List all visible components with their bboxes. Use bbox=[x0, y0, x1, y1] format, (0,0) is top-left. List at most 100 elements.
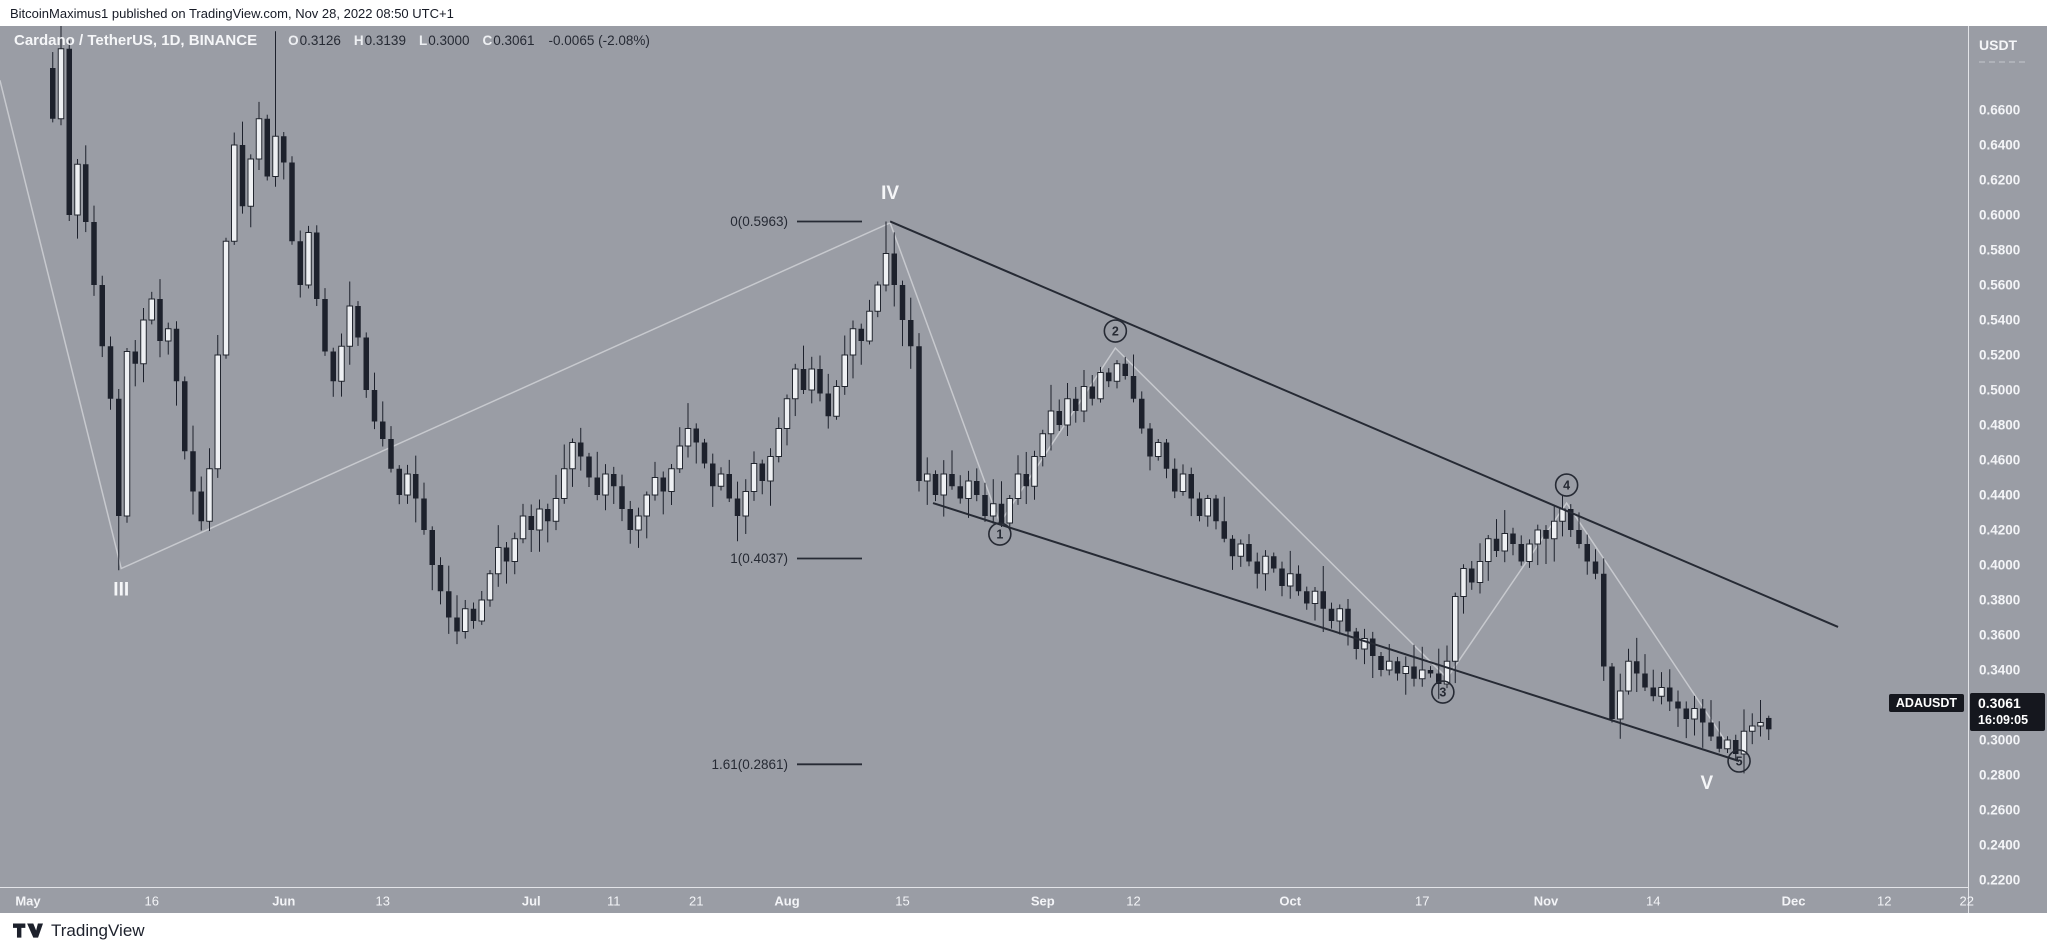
candle-body bbox=[800, 369, 807, 390]
candle-body bbox=[940, 473, 947, 496]
candle-body bbox=[1650, 687, 1656, 697]
high-label: H bbox=[353, 32, 364, 48]
candle-body bbox=[1386, 660, 1393, 671]
candle-body bbox=[1683, 708, 1689, 719]
candle-body bbox=[239, 145, 246, 207]
candle-body bbox=[1534, 529, 1541, 545]
candle-body bbox=[726, 474, 732, 499]
candle-body bbox=[1493, 538, 1500, 551]
candle-body bbox=[759, 463, 765, 481]
candle-body bbox=[486, 573, 494, 601]
candle-body bbox=[1204, 498, 1211, 517]
wave-label-V[interactable]: V bbox=[1701, 773, 1714, 794]
upper-channel-line[interactable] bbox=[889, 220, 1839, 628]
wave-circle-number: 4 bbox=[1563, 479, 1570, 493]
time-tick-12: 12 bbox=[1877, 893, 1892, 909]
candle-body bbox=[957, 486, 963, 499]
fib-level-label: 1(0.4037) bbox=[730, 551, 788, 566]
price-tick: 0.4800 bbox=[1979, 417, 2021, 433]
time-tick-21: 21 bbox=[689, 893, 704, 909]
candle-body bbox=[1501, 533, 1508, 552]
candle-body bbox=[1213, 498, 1219, 522]
fib-projection[interactable]: 0(0.5963) 1(0.4037) 1.61(0.2861) bbox=[711, 214, 862, 772]
candle-body bbox=[1576, 530, 1582, 544]
wave-circle-number: 3 bbox=[1439, 686, 1446, 700]
time-tick-22: 22 bbox=[1959, 893, 1974, 909]
candle-body bbox=[503, 547, 510, 562]
candle-body bbox=[1716, 736, 1722, 749]
wave-circle-4[interactable] bbox=[1554, 473, 1579, 497]
chart-canvas[interactable]: 0(0.5963) 1(0.4037) 1.61(0.2861) III IV V 1 2 3 4… bbox=[0, 26, 2047, 887]
candle-body bbox=[932, 474, 939, 495]
candle-body bbox=[190, 451, 196, 492]
candle-body bbox=[767, 456, 774, 482]
candle-body bbox=[57, 48, 65, 120]
candle-body bbox=[173, 328, 180, 382]
candle-body bbox=[50, 68, 56, 119]
elliott-zigzag-lines[interactable] bbox=[0, 80, 1731, 749]
candle-body bbox=[1271, 556, 1277, 569]
candle-body bbox=[140, 319, 147, 365]
candle-body bbox=[578, 442, 584, 457]
candle-body bbox=[627, 509, 633, 530]
price-axis-currency: USDT bbox=[1979, 37, 2018, 53]
candle-body bbox=[363, 337, 369, 390]
wave-label-IV[interactable]: IV bbox=[881, 183, 899, 204]
candle-body bbox=[1749, 725, 1756, 732]
zigzag-polyline[interactable] bbox=[0, 80, 1731, 749]
wave-circle-3[interactable] bbox=[1431, 680, 1455, 704]
candle-body bbox=[1526, 543, 1533, 562]
time-tick-Jun: Jun bbox=[272, 893, 296, 909]
candle-body bbox=[1485, 538, 1492, 562]
candle-body bbox=[1014, 473, 1022, 499]
wave-labels[interactable]: III IV V 1 2 3 4 5 bbox=[113, 183, 1751, 794]
candle-body bbox=[165, 328, 172, 342]
candle-body bbox=[833, 386, 840, 417]
price-axis[interactable]: USDT 0.6600 0.6400 0.6200 0.6000 0.5800 0.560… bbox=[1968, 26, 2047, 913]
candle-body bbox=[1642, 673, 1648, 688]
candle-body bbox=[454, 617, 460, 632]
candle-body bbox=[1023, 474, 1029, 487]
candle-body bbox=[998, 503, 1005, 523]
candle-body bbox=[899, 285, 906, 320]
time-tick-Sep: Sep bbox=[1030, 893, 1055, 909]
candle-body bbox=[1411, 666, 1417, 679]
wave-circle-2[interactable] bbox=[1103, 319, 1128, 343]
candle-body bbox=[1328, 608, 1335, 621]
candle-body bbox=[602, 473, 609, 496]
candle-body bbox=[545, 509, 551, 522]
candle-body bbox=[1304, 591, 1310, 604]
time-axis[interactable]: May 16 Jun 13 Jul 11 21 Aug 15 Sep 12 Oct 17 Nov 14 Dec… bbox=[0, 887, 1974, 914]
wave-circle-5[interactable] bbox=[1727, 749, 1751, 773]
wave-circle-1[interactable] bbox=[988, 522, 1012, 546]
wave-label-III[interactable]: III bbox=[113, 580, 129, 601]
candle-body bbox=[355, 306, 361, 338]
symbol-title[interactable]: Cardano / TetherUS, 1D, BINANCE bbox=[14, 31, 258, 49]
tradingview-brand[interactable]: TradingView bbox=[51, 921, 145, 940]
candle-body bbox=[1188, 474, 1194, 499]
candle-body bbox=[676, 445, 683, 470]
candle-body bbox=[1246, 544, 1252, 562]
price-tick: 0.5000 bbox=[1979, 382, 2021, 398]
candlesticks[interactable] bbox=[50, 26, 1772, 774]
candle-body bbox=[1163, 442, 1170, 469]
tradingview-logo-icon[interactable] bbox=[13, 922, 43, 940]
candle-body bbox=[949, 474, 955, 487]
fib-level-label: 1.61(0.2861) bbox=[711, 757, 788, 772]
candle-body bbox=[511, 538, 518, 562]
candle-body bbox=[429, 530, 435, 565]
price-tick: 0.2600 bbox=[1979, 802, 2021, 818]
trend-lines[interactable] bbox=[889, 220, 1839, 762]
candle-body bbox=[1634, 661, 1640, 674]
candle-body bbox=[651, 477, 659, 496]
candle-body bbox=[214, 354, 221, 470]
price-tick: 0.6400 bbox=[1979, 137, 2021, 153]
candle-body bbox=[157, 299, 163, 341]
candle-body bbox=[1320, 591, 1326, 609]
wave-circle-number: 1 bbox=[996, 528, 1003, 542]
lower-channel-line[interactable] bbox=[932, 502, 1740, 762]
candle-body bbox=[982, 495, 988, 516]
candle-body bbox=[206, 468, 213, 522]
candle-body bbox=[99, 285, 105, 347]
candle-body bbox=[314, 232, 320, 299]
